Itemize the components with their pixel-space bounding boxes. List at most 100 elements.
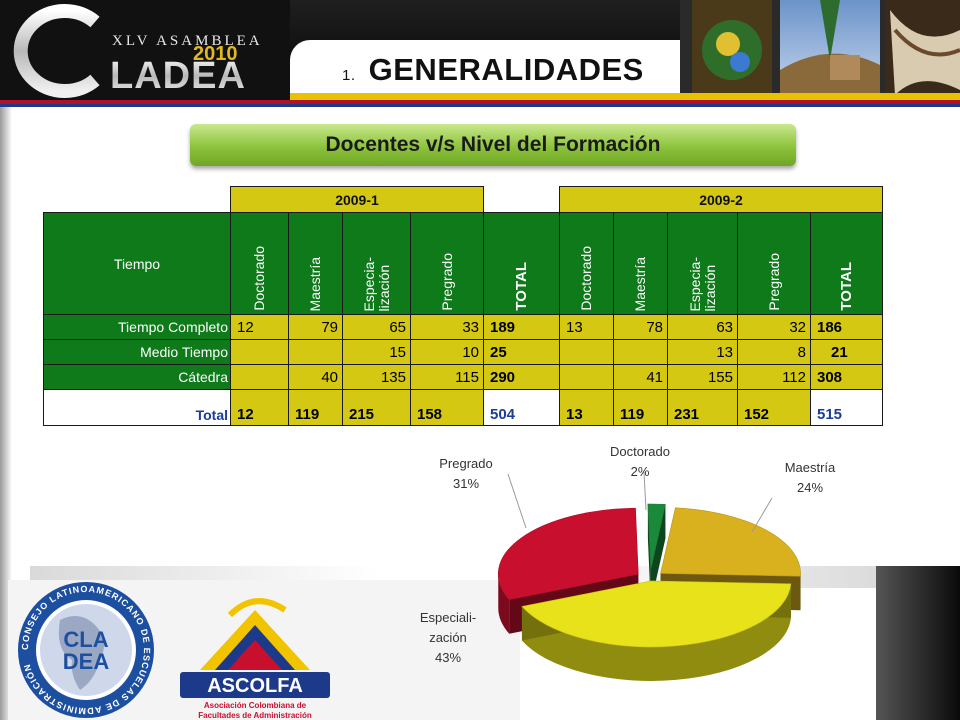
logo-year-text: 2010: [193, 43, 238, 65]
table-cell: 158: [410, 389, 484, 426]
pie-slices: [497, 503, 801, 681]
row-header-tiempo: Tiempo: [43, 212, 231, 315]
ascolfa-sub1-text: Asociación Colombiana de: [204, 701, 307, 710]
table-cell: 32: [737, 314, 811, 340]
pie-chart: Doctorado 2% Maestría 24% Especiali-zación 43…: [420, 444, 836, 681]
period-2-header: 2009-2: [559, 186, 883, 213]
table-cell: 33: [410, 314, 484, 340]
table-cell: 65: [342, 314, 411, 340]
pie-slice-edge-0-0: [647, 504, 651, 605]
col-total-1: TOTAL: [483, 212, 560, 315]
pie-slice-side-3: [498, 574, 510, 634]
col-pregrado-2: Pregrado: [737, 212, 811, 315]
table-cell: 119: [613, 389, 668, 426]
table-row-total: Total 12 119 215 158 504 13 119 231 152 …: [43, 389, 883, 426]
table-cell: 13: [559, 314, 614, 340]
title-panel: [290, 40, 680, 93]
col-especializacion-1: Especia- lización: [342, 212, 411, 315]
row-label: Cátedra: [43, 364, 231, 390]
pie-leader-3: [507, 473, 527, 529]
table-cell: 10: [410, 339, 484, 365]
cladea-2010-logo: XLV ASAMBLEA 2010 LADEA: [0, 0, 290, 100]
table-cell: 41: [613, 364, 668, 390]
table-cell: 40: [288, 364, 343, 390]
table-cell: 115: [410, 364, 484, 390]
table-cell: 12: [230, 314, 289, 340]
table-cell: [288, 339, 343, 365]
cladea-center-cla: CLA: [63, 627, 108, 652]
header-stripe-blue: [0, 104, 960, 107]
column-header-row: Tiempo Doctorado Maestría Especia- lizac…: [43, 212, 883, 315]
pie-leader-lines: [507, 471, 773, 533]
empty-corner: [43, 186, 231, 213]
table-cell: 215: [342, 389, 411, 426]
header-photo-strip: [680, 0, 960, 100]
pie-label-0: Doctorado 2%: [610, 444, 670, 479]
table-cell: 25: [483, 339, 560, 365]
row-label: Medio Tiempo: [43, 339, 231, 365]
col-especializacion-2: Especia- lización: [667, 212, 738, 315]
col-total-2: TOTAL: [810, 212, 883, 315]
table-cell: 13: [667, 339, 738, 365]
header-stripe-yellow: [290, 93, 960, 100]
col-maestria-1: Maestría: [288, 212, 343, 315]
table-cell: [230, 364, 289, 390]
table-row-medio-tiempo: Medio Tiempo 15 10 25 13 8 21: [43, 339, 883, 365]
table-cell: 21: [810, 339, 883, 365]
table-cell: 189: [483, 314, 560, 340]
pie-slice-side-2: [521, 583, 791, 681]
page-title: 1. GENERALIDADES: [342, 52, 644, 88]
table-cell: 119: [288, 389, 343, 426]
table-row-catedra: Cátedra 40 135 115 290 41 155 112 308: [43, 364, 883, 390]
right-dark-panel: [876, 566, 960, 720]
pie-label-3: Pregrado 31%: [439, 456, 492, 491]
section-subtitle: Docentes v/s Nivel del Formación: [190, 124, 796, 166]
title-number: 1.: [342, 67, 356, 84]
table-cell: 63: [667, 314, 738, 340]
pie-slice-pregrado: [497, 507, 639, 601]
partner-logos: CONSEJO LATINOAMERICANO DE ESCUELAS DE A…: [8, 580, 520, 720]
row-label: Total: [43, 389, 231, 426]
table-cell: 8: [737, 339, 811, 365]
pie-slice-edge-0-1: [650, 504, 666, 605]
pie-slice-doctorado: [647, 503, 666, 571]
table-cell: 135: [342, 364, 411, 390]
table-cell: 504: [483, 389, 560, 426]
title-text: GENERALIDADES: [368, 52, 644, 87]
header-banner: XLV ASAMBLEA 2010 LADEA 1. GENERALIDADES: [0, 0, 960, 100]
cladea-center-dea: DEA: [63, 649, 110, 674]
table-cell: 15: [342, 339, 411, 365]
table-cell: 79: [288, 314, 343, 340]
table-cell: [559, 339, 614, 365]
table-row-tiempo-completo: Tiempo Completo 12 79 65 33 189 13 78 63…: [43, 314, 883, 340]
pie-slice-maestría: [660, 507, 801, 577]
table-cell: [613, 339, 668, 365]
logo-letters-text: LADEA: [110, 55, 246, 97]
ascolfa-logo: ASCOLFA Asociación Colombiana de Faculta…: [180, 598, 330, 720]
table-cell: 515: [810, 389, 883, 426]
header-stripe-red: [0, 100, 960, 104]
ascolfa-name-text: ASCOLFA: [207, 675, 303, 697]
left-edge-shade: [0, 107, 12, 720]
ascolfa-sub2-text: Facultades de Administración: [198, 711, 312, 720]
table-cell: [559, 364, 614, 390]
docentes-table: 2009-1 2009-2 Tiempo Doctorado Maestría …: [43, 186, 883, 426]
table-cell: 155: [667, 364, 738, 390]
table-cell: 152: [737, 389, 811, 426]
table-cell: 186: [810, 314, 883, 340]
table-cell: 290: [483, 364, 560, 390]
col-doctorado-1: Doctorado: [230, 212, 289, 315]
empty-gap: [483, 186, 560, 213]
table-cell: 231: [667, 389, 738, 426]
period-1-header: 2009-1: [230, 186, 484, 213]
pie-label-2: Especiali-zación 43%: [420, 610, 476, 665]
logo-event-text: XLV ASAMBLEA: [112, 33, 263, 49]
table-cell: 308: [810, 364, 883, 390]
table-cell: [230, 339, 289, 365]
pie-label-1: Maestría 24%: [785, 460, 836, 495]
table-cell: 12: [230, 389, 289, 426]
pie-slice-especialización: [521, 580, 792, 648]
pie-leader-0: [643, 471, 647, 511]
row-label: Tiempo Completo: [43, 314, 231, 340]
table-cell: 112: [737, 364, 811, 390]
